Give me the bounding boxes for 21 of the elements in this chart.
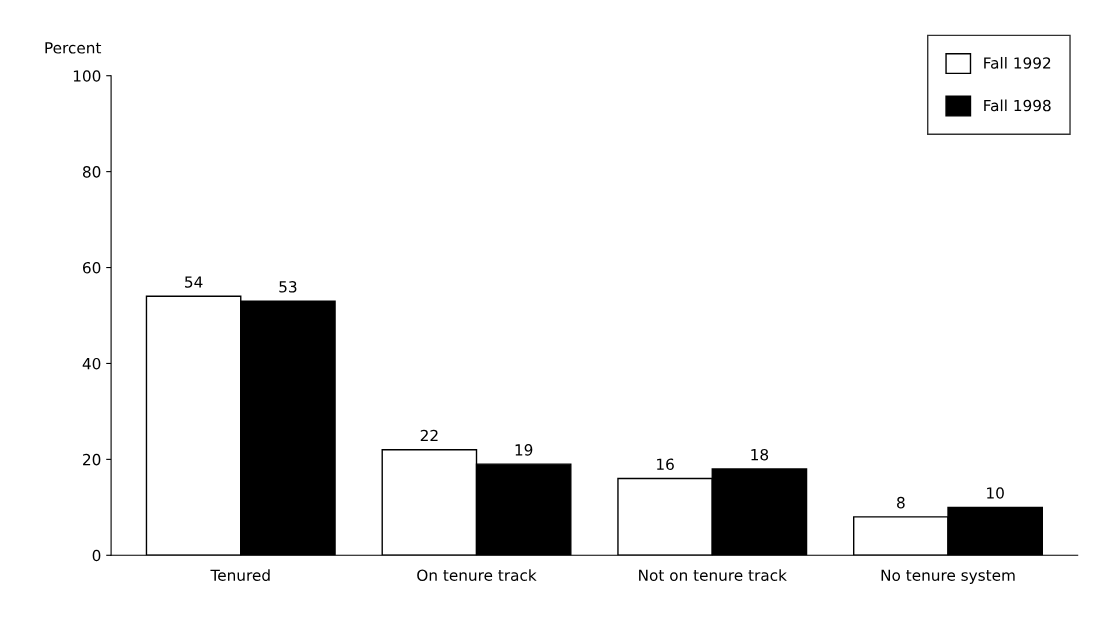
y-tick-label: 60	[83, 262, 101, 274]
legend-label: Fall 1998	[984, 99, 1051, 112]
y-axis-title: Percent	[45, 42, 102, 54]
x-tick-label: Not on tenure track	[639, 569, 787, 581]
data-label: 10	[987, 487, 1004, 499]
data-label: 22	[420, 429, 438, 442]
legend-label: Fall 1992	[984, 56, 1051, 69]
y-tick-label: 40	[82, 357, 101, 370]
data-label: 54	[185, 276, 203, 288]
data-label: 16	[657, 458, 674, 471]
data-label: 8	[897, 496, 905, 509]
x-tick-label: On tenure track	[417, 569, 537, 581]
x-tick-label: Tenured	[210, 569, 270, 581]
y-tick-label: 20	[83, 453, 101, 466]
x-tick-label: No tenure system	[881, 569, 1015, 584]
y-tick-label: 80	[82, 166, 101, 178]
data-label: 53	[279, 281, 297, 293]
data-label: 19	[515, 444, 533, 456]
data-label: 18	[751, 448, 769, 461]
y-tick-label: 0	[92, 549, 101, 562]
y-tick-label: 100	[73, 70, 101, 82]
